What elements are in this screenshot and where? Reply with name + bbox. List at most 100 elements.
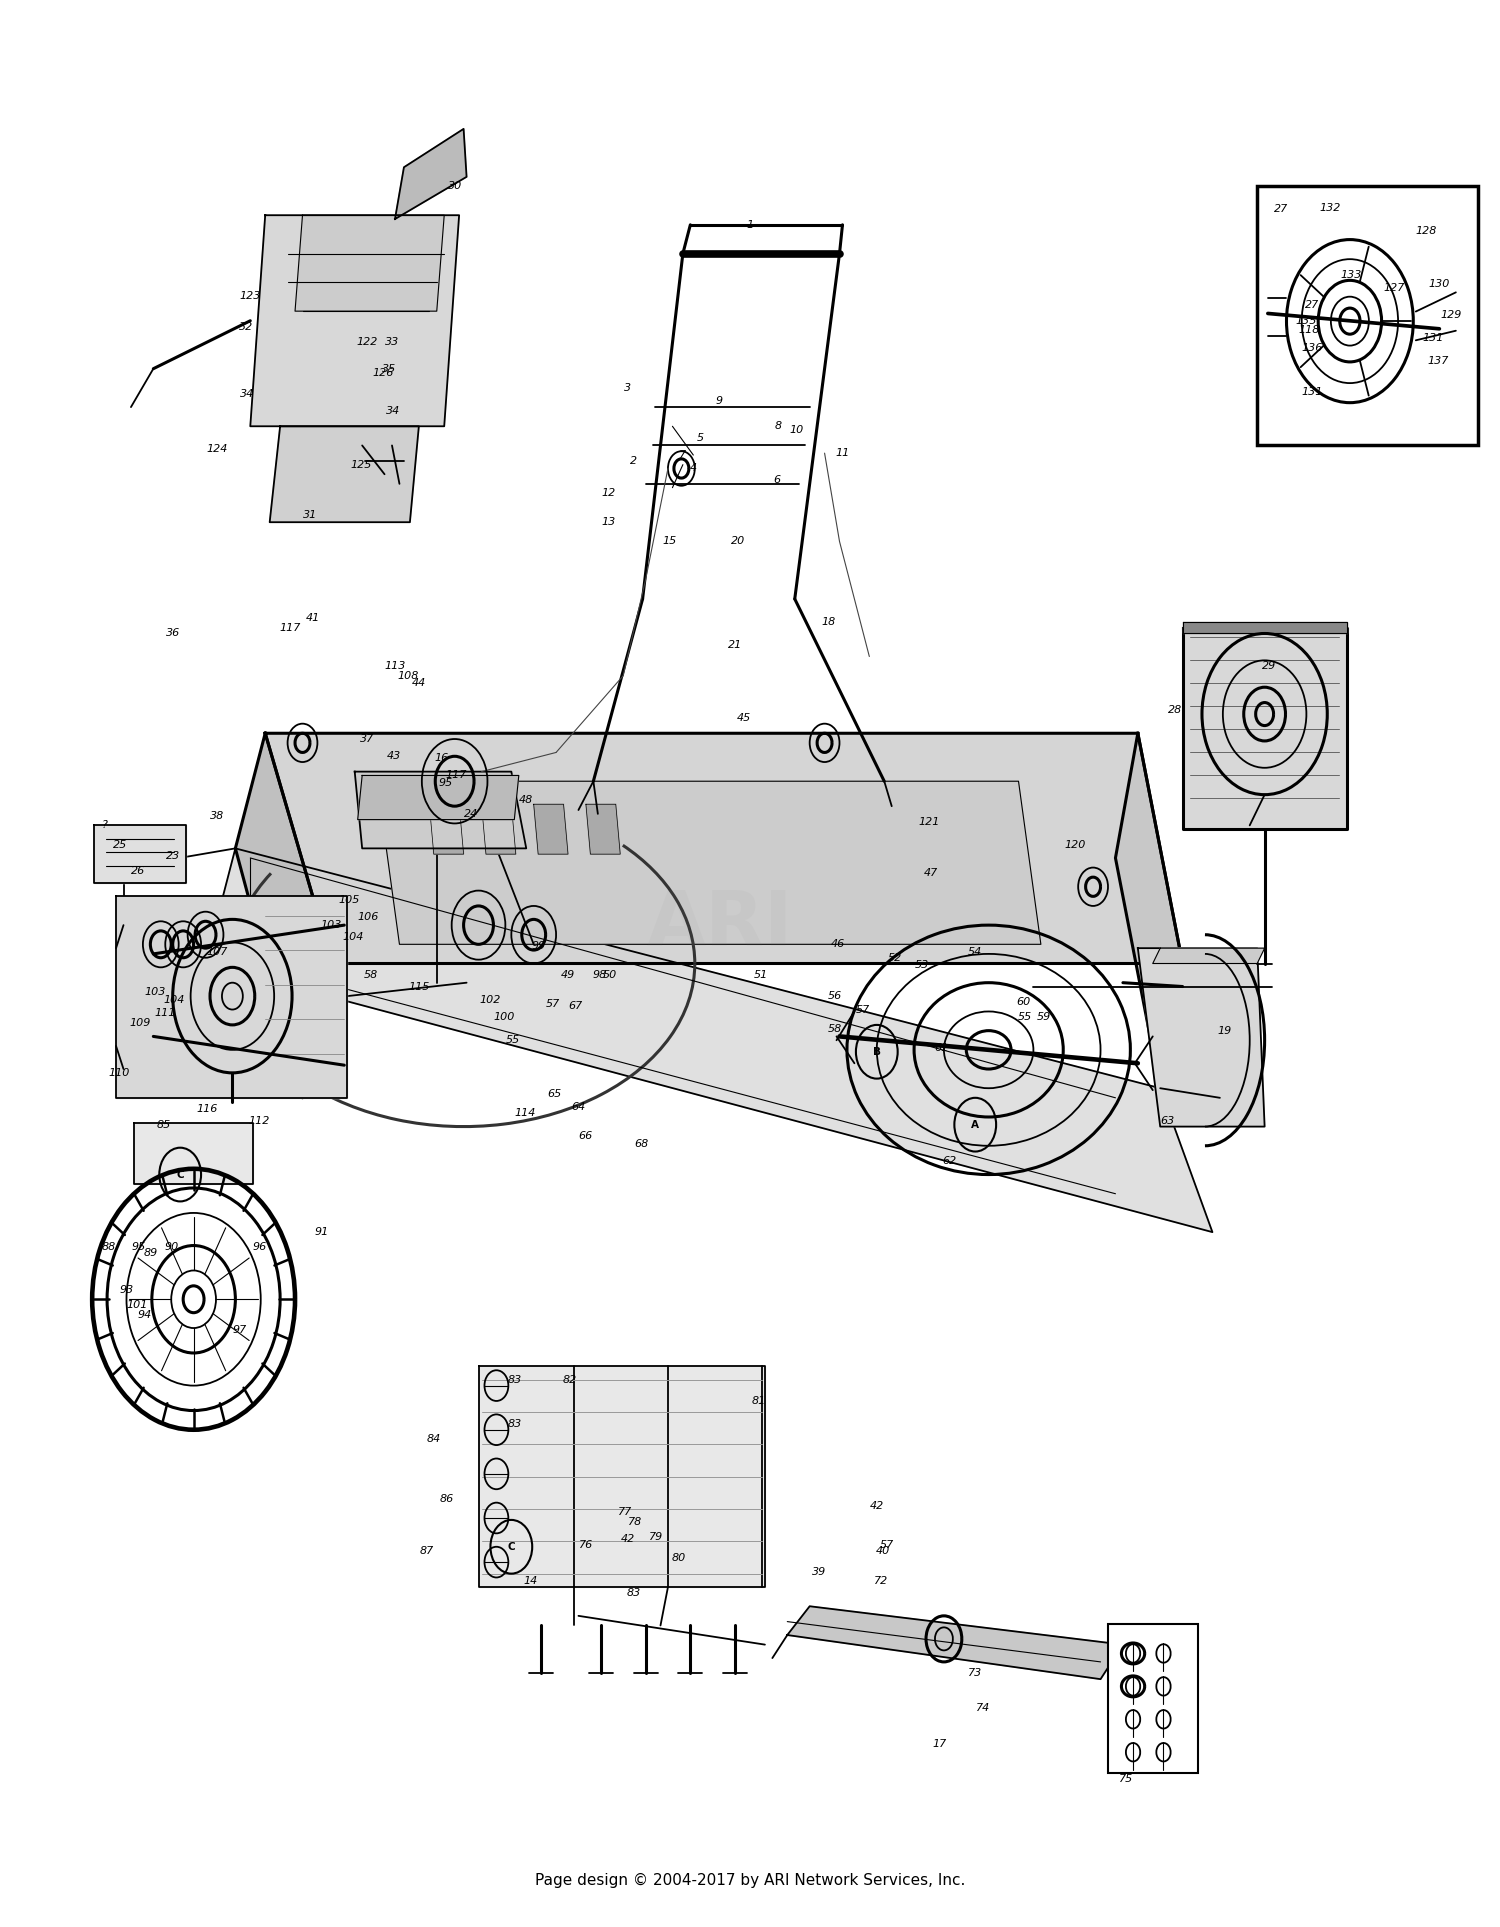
Text: B: B — [873, 1046, 880, 1056]
Text: 36: 36 — [165, 628, 180, 638]
Text: 57: 57 — [856, 1004, 870, 1014]
Text: 55: 55 — [506, 1035, 520, 1044]
Text: 42: 42 — [870, 1501, 883, 1511]
Text: 125: 125 — [350, 461, 372, 470]
Text: 63: 63 — [1161, 1116, 1174, 1125]
Text: 48: 48 — [519, 796, 534, 805]
Text: 39: 39 — [812, 1567, 825, 1576]
Text: 29: 29 — [1262, 661, 1276, 671]
Text: 53: 53 — [915, 960, 928, 971]
Text: 1: 1 — [747, 220, 753, 229]
Text: 102: 102 — [480, 994, 501, 1006]
Text: 78: 78 — [628, 1517, 642, 1526]
Text: 35: 35 — [382, 364, 396, 374]
Text: 95: 95 — [438, 779, 453, 788]
Text: 54: 54 — [968, 946, 982, 958]
Text: 10: 10 — [789, 426, 804, 436]
Text: Page design © 2004-2017 by ARI Network Services, Inc.: Page design © 2004-2017 by ARI Network S… — [536, 1873, 964, 1888]
Text: 27: 27 — [1305, 301, 1320, 310]
Text: 34: 34 — [240, 389, 255, 399]
Text: 58: 58 — [828, 1023, 842, 1033]
Text: 79: 79 — [650, 1532, 663, 1542]
Text: 9: 9 — [716, 397, 722, 407]
Text: 74: 74 — [975, 1703, 990, 1713]
Text: 19: 19 — [1216, 1025, 1231, 1035]
Text: C: C — [177, 1170, 184, 1179]
Polygon shape — [134, 1123, 254, 1185]
Text: 77: 77 — [618, 1507, 632, 1517]
Polygon shape — [206, 848, 1212, 1231]
Text: 40: 40 — [876, 1545, 890, 1555]
Text: 50: 50 — [603, 969, 616, 981]
Text: 8: 8 — [776, 422, 782, 432]
Text: A: A — [970, 1120, 980, 1129]
Text: 111: 111 — [154, 1008, 176, 1017]
Polygon shape — [788, 1607, 1124, 1678]
Text: 17: 17 — [933, 1740, 946, 1750]
Text: 90: 90 — [164, 1243, 178, 1253]
Polygon shape — [270, 426, 419, 522]
Text: 33: 33 — [386, 337, 399, 347]
Text: 55: 55 — [1017, 1012, 1032, 1021]
Polygon shape — [586, 804, 620, 854]
Text: 91: 91 — [315, 1227, 328, 1237]
Text: 84: 84 — [426, 1434, 441, 1445]
Text: 2: 2 — [630, 457, 638, 466]
Text: 133: 133 — [1341, 270, 1362, 279]
Text: 120: 120 — [1065, 840, 1086, 850]
Text: 124: 124 — [207, 445, 228, 455]
Text: 68: 68 — [634, 1139, 648, 1148]
Text: 61: 61 — [934, 1043, 948, 1052]
Text: 64: 64 — [572, 1102, 585, 1112]
Text: 117: 117 — [280, 622, 302, 632]
Text: 15: 15 — [663, 536, 676, 547]
Text: 98: 98 — [592, 969, 606, 981]
Text: 103: 103 — [144, 987, 165, 998]
Text: 121: 121 — [918, 817, 939, 827]
Polygon shape — [116, 896, 346, 1098]
Text: 30: 30 — [447, 181, 462, 191]
Text: 93: 93 — [120, 1285, 134, 1295]
Text: 106: 106 — [357, 913, 380, 923]
Text: 13: 13 — [602, 516, 615, 528]
Text: 7: 7 — [680, 451, 687, 461]
Polygon shape — [266, 734, 1182, 964]
Text: 51: 51 — [753, 969, 768, 981]
Text: 83: 83 — [627, 1588, 640, 1597]
Text: 107: 107 — [207, 946, 228, 958]
Text: 49: 49 — [561, 969, 574, 981]
Text: 81: 81 — [752, 1395, 766, 1407]
Text: 87: 87 — [419, 1545, 434, 1555]
Text: 86: 86 — [440, 1493, 454, 1503]
Polygon shape — [236, 734, 333, 1098]
Text: 97: 97 — [232, 1326, 248, 1335]
Polygon shape — [482, 804, 516, 854]
Text: 80: 80 — [672, 1553, 686, 1563]
Text: 43: 43 — [387, 752, 400, 761]
Text: 14: 14 — [524, 1576, 538, 1586]
Text: 109: 109 — [129, 1017, 150, 1027]
Text: 83: 83 — [507, 1374, 522, 1386]
Text: 58: 58 — [364, 969, 378, 981]
Text: 132: 132 — [1320, 202, 1341, 212]
Text: 82: 82 — [562, 1374, 576, 1386]
Text: 96: 96 — [252, 1243, 267, 1253]
Text: 76: 76 — [579, 1540, 592, 1549]
Text: 73: 73 — [968, 1669, 982, 1678]
Text: 126: 126 — [372, 368, 393, 378]
Text: 45: 45 — [736, 713, 752, 723]
Text: 116: 116 — [196, 1104, 217, 1114]
Text: 131: 131 — [1302, 387, 1323, 397]
Polygon shape — [534, 804, 568, 854]
Text: 62: 62 — [944, 1156, 957, 1166]
Text: 83: 83 — [507, 1418, 522, 1430]
Text: 108: 108 — [398, 671, 418, 680]
Polygon shape — [296, 216, 444, 310]
Text: 129: 129 — [1440, 310, 1462, 320]
Text: 25: 25 — [114, 840, 128, 850]
Text: ?: ? — [100, 821, 106, 831]
Text: 5: 5 — [698, 434, 705, 443]
Text: 27: 27 — [1274, 204, 1288, 214]
Text: 103: 103 — [320, 919, 342, 931]
Text: 66: 66 — [579, 1131, 592, 1141]
